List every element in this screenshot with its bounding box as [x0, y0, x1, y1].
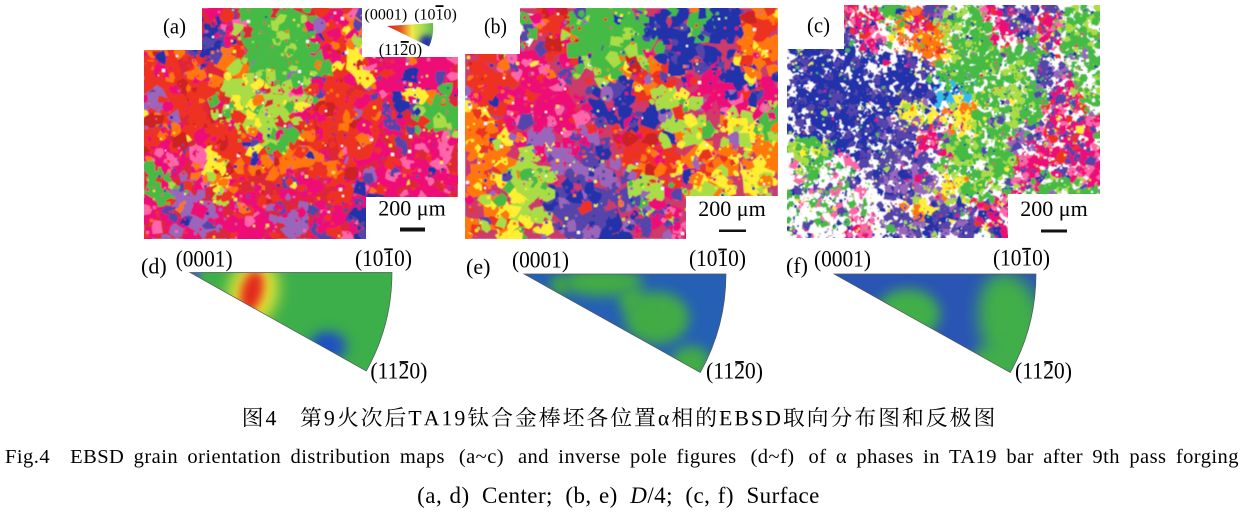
svg-text:(1120): (1120) — [1015, 359, 1072, 384]
svg-text:(a): (a) — [163, 13, 186, 38]
svg-text:(b): (b) — [484, 14, 507, 39]
svg-text:200 μm: 200 μm — [698, 196, 765, 221]
svg-text:(0001): (0001) — [365, 7, 408, 24]
svg-text:(e): (e) — [466, 254, 490, 279]
svg-text:(d): (d) — [141, 253, 167, 278]
svg-text:(c): (c) — [807, 13, 830, 38]
svg-text:(1010): (1010) — [355, 246, 412, 271]
svg-text:(0001): (0001) — [512, 248, 569, 273]
svg-text:(1120): (1120) — [370, 359, 427, 384]
svg-text:(1120): (1120) — [706, 359, 763, 384]
svg-text:200 μm: 200 μm — [1020, 196, 1087, 221]
svg-text:(a, d) Center; (b, e) D/4;: (a, d) Center; (b, e) D/4; (c, f) Surfac… — [417, 483, 820, 508]
svg-text:(1010): (1010) — [993, 245, 1050, 270]
svg-text:(0001): (0001) — [176, 247, 233, 272]
svg-text:(f): (f) — [786, 253, 808, 278]
svg-text:(0001): (0001) — [814, 247, 871, 272]
svg-text:Fig.4 EBSD grain orientation: Fig.4 EBSD grain orientation distributio… — [5, 446, 1239, 468]
svg-text:(1010): (1010) — [414, 7, 457, 24]
svg-text:(1010): (1010) — [689, 246, 746, 271]
svg-text:200 μm: 200 μm — [378, 196, 445, 221]
svg-text:(1120): (1120) — [379, 40, 422, 59]
